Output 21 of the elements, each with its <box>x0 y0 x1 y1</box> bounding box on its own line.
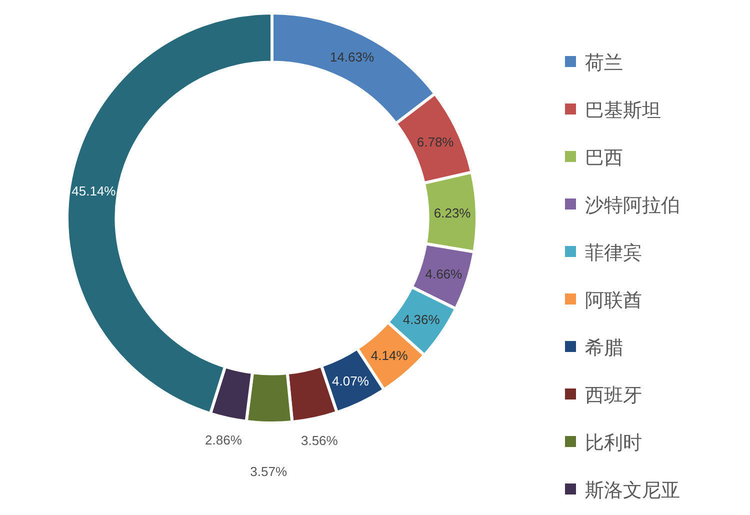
data-label: 6.23% <box>434 206 472 221</box>
legend-label: 希腊 <box>585 338 623 359</box>
legend-label: 菲律宾 <box>585 242 642 264</box>
legend-label: 巴西 <box>585 148 623 169</box>
data-label: 4.14% <box>370 348 408 364</box>
legend-label: 斯洛文尼亚 <box>585 480 680 502</box>
legend-label: 巴基斯坦 <box>585 100 661 122</box>
data-label: 3.56% <box>300 432 338 448</box>
data-label: 4.07% <box>332 373 370 388</box>
data-label: 6.78% <box>416 134 454 150</box>
data-label: 4.36% <box>402 312 440 328</box>
data-label: 4.66% <box>425 266 463 282</box>
legend-label: 比利时 <box>585 433 642 454</box>
data-label: 14.63% <box>330 49 375 64</box>
legend-label: 阿联酋 <box>585 290 642 312</box>
data-label: 45.14% <box>72 184 116 199</box>
data-label: 3.57% <box>250 464 288 479</box>
legend-label: 西班牙 <box>585 386 642 406</box>
legend-label: 沙特阿拉伯 <box>585 196 680 216</box>
data-label: 2.86% <box>205 432 242 448</box>
legend-label: 荷兰 <box>585 53 623 74</box>
